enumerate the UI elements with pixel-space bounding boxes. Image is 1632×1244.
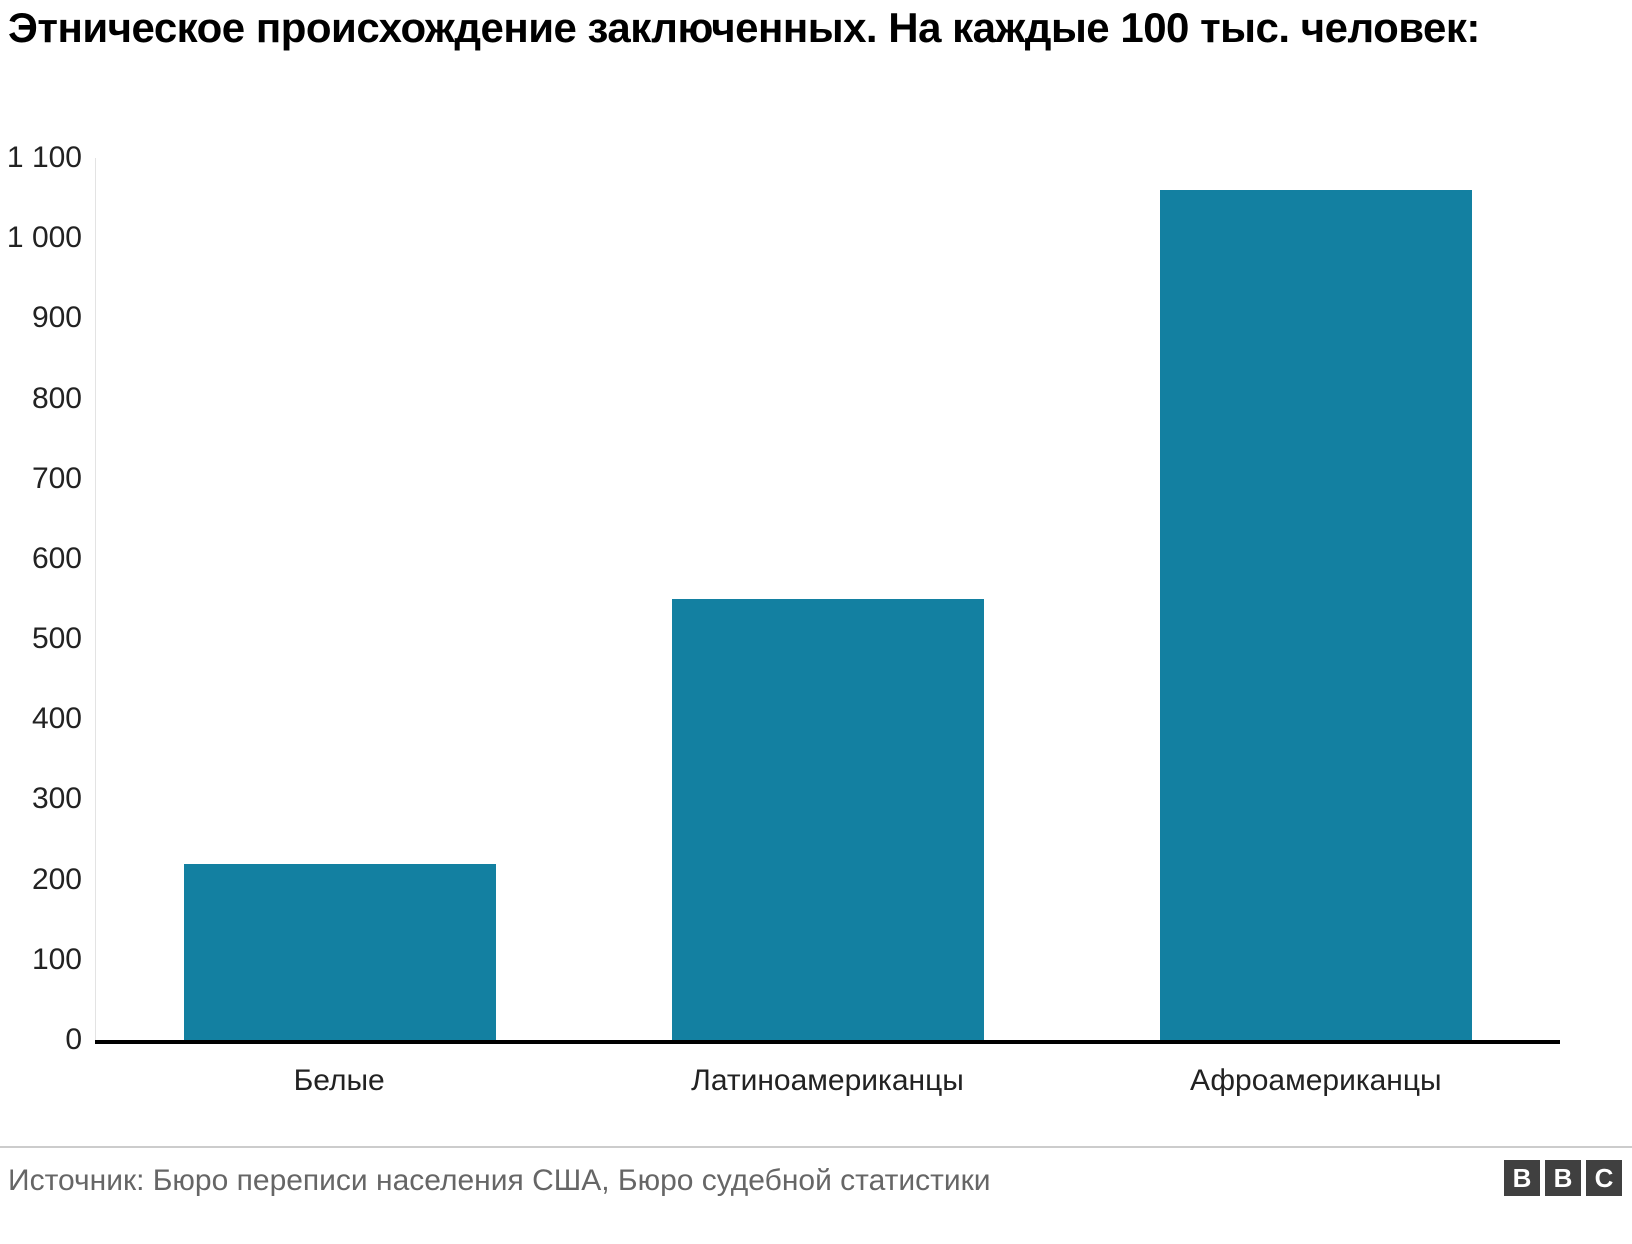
y-tick-label: 500 [31,622,82,656]
bbc-logo-block: B [1545,1160,1581,1196]
y-tick-label: 100 [31,942,82,976]
y-tick-label: 0 [65,1023,82,1056]
chart-title: Этническое происхождение заключенных. На… [8,4,1480,51]
y-tick-label: 600 [31,541,82,575]
bbc-logo-block: C [1586,1160,1622,1196]
source-attribution: Источник: Бюро переписи населения США, Б… [8,1164,991,1197]
y-tick-label: 400 [31,702,82,736]
y-tick-label: 200 [31,862,82,896]
bar-Афроамериканцы [1159,190,1473,1040]
x-axis: Белые Латиноамериканцы Афроамериканцы [95,1064,1560,1098]
y-axis: 0 100 200 300 400 500 600 700 800 900 1 000 1 100 [0,141,82,1056]
y-tick-label: 1 100 [6,141,82,174]
y-tick-label: 300 [31,782,82,816]
plot-area [95,158,1560,1040]
x-axis-baseline [95,1040,1560,1044]
bar-slot [584,158,1072,1040]
bar-Белые [183,863,497,1040]
y-tick-label: 900 [31,301,82,335]
y-tick-label: 1 000 [6,221,82,255]
bars-container [96,158,1560,1040]
y-tick-label: 700 [31,461,82,495]
bar-slot [96,158,584,1040]
bbc-logo-block: B [1504,1160,1540,1196]
bar-slot [1072,158,1560,1040]
x-tick-label: Белые [293,1064,385,1097]
x-tick-label: Латиноамериканцы [691,1064,964,1097]
y-tick-label: 800 [31,381,82,415]
footer-divider [0,1146,1632,1148]
bar-Латиноамериканцы [671,599,985,1040]
x-tick-label: Афроамериканцы [1190,1064,1442,1097]
